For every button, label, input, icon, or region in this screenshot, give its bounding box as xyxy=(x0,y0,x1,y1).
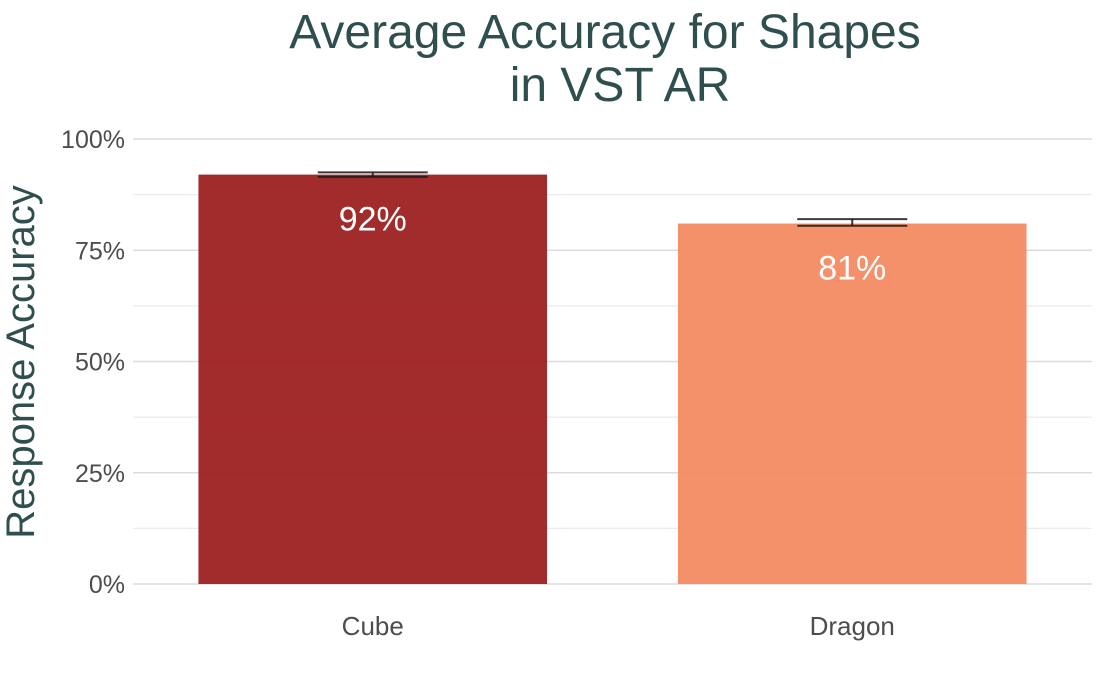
x-tick-label: Cube xyxy=(342,611,404,641)
y-tick-label: 50% xyxy=(75,349,125,377)
data-label: 81% xyxy=(818,250,886,288)
y-tick-label: 25% xyxy=(75,460,125,488)
error-bars xyxy=(317,171,908,227)
data-labels: 92% 81% xyxy=(339,201,887,288)
y-tick-label: 0% xyxy=(89,571,125,599)
x-tick-label: Dragon xyxy=(810,611,895,641)
y-axis-label: Response Accuracy xyxy=(0,185,43,539)
y-axis-ticks: 0% 25% 50% 75% 100% xyxy=(61,126,125,599)
data-label: 92% xyxy=(339,201,407,239)
bar-dragon xyxy=(677,223,1027,585)
x-axis-ticks: Cube Dragon xyxy=(342,611,895,641)
chart-title-line-1: Average Accuracy for Shapes xyxy=(289,6,920,59)
bars xyxy=(198,174,1027,585)
y-tick-label: 75% xyxy=(75,237,125,265)
y-tick-label: 100% xyxy=(61,126,125,154)
chart-title-line-2: in VST AR xyxy=(510,59,731,112)
bar-cube xyxy=(198,174,548,584)
